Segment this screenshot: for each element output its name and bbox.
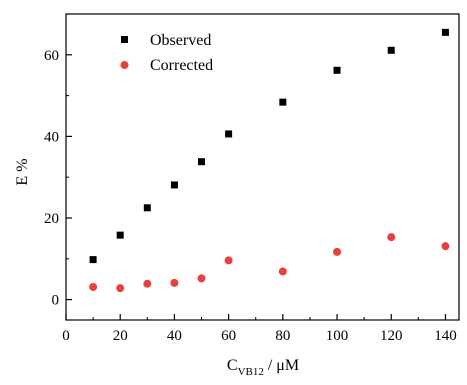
point-observed: [144, 204, 151, 211]
point-corrected: [143, 280, 151, 288]
x-axis-title-main: C: [227, 357, 238, 374]
legend-observed-label: Observed: [150, 32, 211, 49]
point-corrected: [116, 284, 124, 292]
point-observed: [388, 47, 395, 54]
point-corrected: [225, 256, 233, 264]
plot-frame: [66, 14, 459, 320]
x-axis-title-sub: VB12: [238, 366, 264, 378]
point-observed: [198, 158, 205, 165]
point-observed: [117, 232, 124, 239]
x-tick-label: 140: [434, 328, 457, 344]
y-tick-label: 40: [44, 129, 59, 145]
x-tick-label: 100: [326, 328, 349, 344]
point-corrected: [89, 283, 97, 291]
point-corrected: [279, 267, 287, 275]
x-tick-label: 0: [62, 328, 70, 344]
legend-corrected-marker: [121, 61, 129, 69]
point-corrected: [170, 279, 178, 287]
x-axis-title-rest: / μM: [264, 357, 299, 374]
x-tick-label: 80: [275, 328, 290, 344]
point-corrected: [333, 248, 341, 256]
x-tick-label: 60: [221, 328, 236, 344]
y-tick-label: 20: [44, 211, 59, 227]
y-tick-label: 60: [44, 48, 59, 64]
legend-corrected-label: Corrected: [150, 57, 213, 74]
axis-ticks: 0 20 40 60 80 100 120 140 0 20 40 60: [44, 48, 457, 344]
point-observed: [90, 256, 97, 263]
x-tick-label: 20: [113, 328, 128, 344]
data-marks: [89, 29, 449, 292]
x-axis-title: CVB12 / μM: [227, 357, 299, 378]
point-corrected: [387, 233, 395, 241]
point-observed: [225, 130, 232, 137]
point-observed: [279, 99, 286, 106]
point-corrected: [441, 242, 449, 250]
legend-observed-marker: [121, 36, 128, 43]
x-tick-label: 40: [167, 328, 182, 344]
y-axis-title: E %: [14, 158, 31, 185]
y-tick-label: 0: [52, 293, 60, 309]
point-observed: [442, 29, 449, 36]
point-observed: [171, 181, 178, 188]
point-observed: [334, 67, 341, 74]
legend: Observed Corrected: [121, 32, 214, 74]
x-tick-label: 120: [380, 328, 403, 344]
point-corrected: [198, 274, 206, 282]
